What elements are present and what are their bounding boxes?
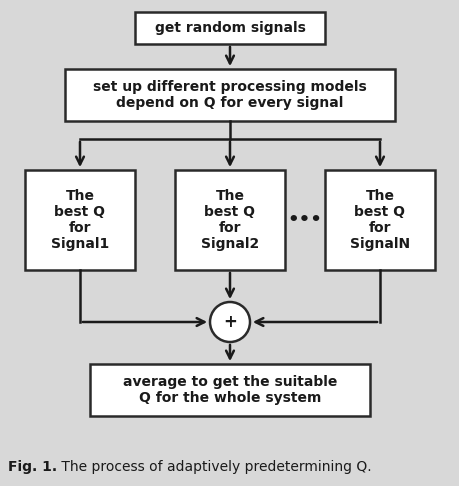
- Text: The
best Q
for
SignalN: The best Q for SignalN: [349, 189, 409, 251]
- FancyBboxPatch shape: [174, 170, 285, 270]
- Text: The
best Q
for
Signal1: The best Q for Signal1: [51, 189, 109, 251]
- Text: Fig. 1.: Fig. 1.: [8, 460, 57, 474]
- FancyBboxPatch shape: [325, 170, 434, 270]
- FancyBboxPatch shape: [134, 12, 325, 44]
- FancyBboxPatch shape: [65, 69, 394, 121]
- Text: set up different processing models
depend on Q for every signal: set up different processing models depen…: [93, 80, 366, 110]
- Text: average to get the suitable
Q for the whole system: average to get the suitable Q for the wh…: [123, 375, 336, 405]
- Text: get random signals: get random signals: [154, 21, 305, 35]
- Text: +: +: [223, 313, 236, 331]
- Text: •••: •••: [287, 211, 322, 229]
- Circle shape: [210, 302, 249, 342]
- Text: The
best Q
for
Signal2: The best Q for Signal2: [201, 189, 258, 251]
- Text: The process of adaptively predetermining Q.: The process of adaptively predetermining…: [57, 460, 371, 474]
- FancyBboxPatch shape: [25, 170, 134, 270]
- FancyBboxPatch shape: [90, 364, 369, 416]
